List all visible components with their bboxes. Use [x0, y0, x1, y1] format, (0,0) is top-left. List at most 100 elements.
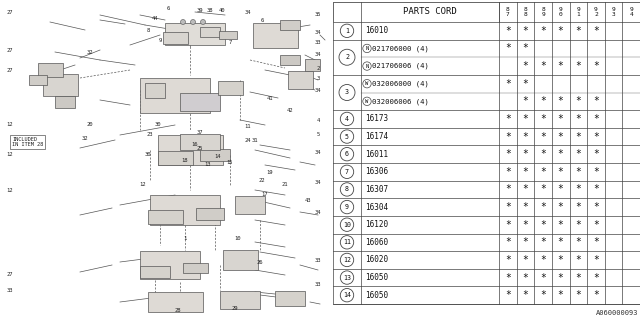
Text: *: * — [505, 26, 511, 36]
Text: *: * — [540, 202, 546, 212]
Text: *: * — [557, 220, 564, 230]
Text: 3: 3 — [345, 90, 349, 95]
Text: *: * — [557, 202, 564, 212]
Text: 16307: 16307 — [365, 185, 388, 194]
Bar — [140, 77, 210, 113]
Text: 2: 2 — [345, 54, 349, 60]
Text: *: * — [575, 184, 581, 195]
Text: 16050: 16050 — [365, 291, 388, 300]
Text: 41: 41 — [267, 95, 273, 100]
Bar — [147, 292, 202, 312]
Bar — [219, 31, 237, 39]
Text: *: * — [593, 290, 599, 300]
Text: *: * — [505, 255, 511, 265]
Text: 8
8: 8 8 — [524, 7, 527, 17]
Bar — [140, 266, 170, 278]
Bar — [157, 151, 193, 165]
Bar — [223, 250, 257, 270]
Text: *: * — [557, 61, 564, 71]
Bar — [180, 93, 220, 111]
Text: *: * — [522, 220, 529, 230]
Text: 12: 12 — [7, 188, 13, 193]
Text: *: * — [593, 167, 599, 177]
Text: 43: 43 — [305, 197, 311, 203]
Text: 16010: 16010 — [365, 26, 388, 35]
Text: 11: 11 — [244, 124, 252, 130]
Bar — [147, 210, 182, 224]
Circle shape — [340, 165, 354, 179]
Text: *: * — [505, 290, 511, 300]
Bar — [196, 208, 224, 220]
Text: 33: 33 — [315, 283, 321, 287]
Bar — [333, 2, 640, 22]
Text: *: * — [575, 96, 581, 106]
Text: *: * — [557, 167, 564, 177]
Text: 5: 5 — [345, 133, 349, 140]
Text: 42: 42 — [287, 108, 293, 113]
Text: *: * — [540, 167, 546, 177]
Text: *: * — [593, 132, 599, 141]
Text: 9: 9 — [158, 37, 162, 43]
Text: 27: 27 — [7, 47, 13, 52]
Text: *: * — [505, 114, 511, 124]
Text: *: * — [540, 273, 546, 283]
Text: 16120: 16120 — [365, 220, 388, 229]
Text: *: * — [557, 273, 564, 283]
Circle shape — [340, 289, 354, 302]
Text: 16050: 16050 — [365, 273, 388, 282]
Text: N: N — [365, 46, 369, 51]
Text: 12: 12 — [7, 153, 13, 157]
Text: 16306: 16306 — [365, 167, 388, 176]
Text: 16174: 16174 — [365, 132, 388, 141]
Text: 16304: 16304 — [365, 203, 388, 212]
Text: *: * — [557, 96, 564, 106]
Text: 8
9: 8 9 — [541, 7, 545, 17]
Text: 8
7: 8 7 — [506, 7, 509, 17]
Text: 12: 12 — [140, 182, 147, 188]
Text: *: * — [522, 61, 529, 71]
Text: 21: 21 — [282, 182, 288, 188]
Text: 1: 1 — [345, 28, 349, 34]
Text: *: * — [505, 79, 511, 89]
Text: *: * — [593, 220, 599, 230]
Text: *: * — [575, 114, 581, 124]
Text: *: * — [505, 44, 511, 53]
Text: 30: 30 — [145, 153, 151, 157]
Text: 33: 33 — [7, 287, 13, 292]
Bar — [200, 149, 230, 161]
Text: 32: 32 — [82, 135, 88, 140]
Text: *: * — [505, 167, 511, 177]
Text: *: * — [522, 96, 529, 106]
Text: 6: 6 — [166, 5, 170, 11]
Text: 40: 40 — [219, 7, 225, 12]
Text: *: * — [593, 61, 599, 71]
Text: *: * — [575, 255, 581, 265]
Bar — [145, 83, 165, 98]
Text: *: * — [557, 26, 564, 36]
Text: 10: 10 — [343, 222, 351, 228]
Bar — [150, 195, 220, 225]
Text: 9: 9 — [345, 204, 349, 210]
Text: *: * — [505, 132, 511, 141]
Circle shape — [340, 148, 354, 161]
Bar — [180, 134, 220, 150]
Text: 27: 27 — [7, 68, 13, 73]
Text: *: * — [522, 237, 529, 247]
Text: 38: 38 — [207, 7, 213, 12]
Text: *: * — [593, 202, 599, 212]
Text: *: * — [540, 61, 546, 71]
Text: 7: 7 — [345, 169, 349, 175]
Text: 20: 20 — [87, 123, 93, 127]
Text: 2: 2 — [316, 66, 319, 70]
Circle shape — [340, 253, 354, 267]
Text: *: * — [557, 114, 564, 124]
Text: *: * — [575, 167, 581, 177]
Circle shape — [340, 183, 354, 196]
Bar — [280, 55, 300, 65]
Text: 6: 6 — [345, 151, 349, 157]
Text: 34: 34 — [315, 87, 321, 92]
Text: *: * — [505, 273, 511, 283]
Text: 16011: 16011 — [365, 150, 388, 159]
Text: *: * — [540, 255, 546, 265]
Text: *: * — [522, 132, 529, 141]
